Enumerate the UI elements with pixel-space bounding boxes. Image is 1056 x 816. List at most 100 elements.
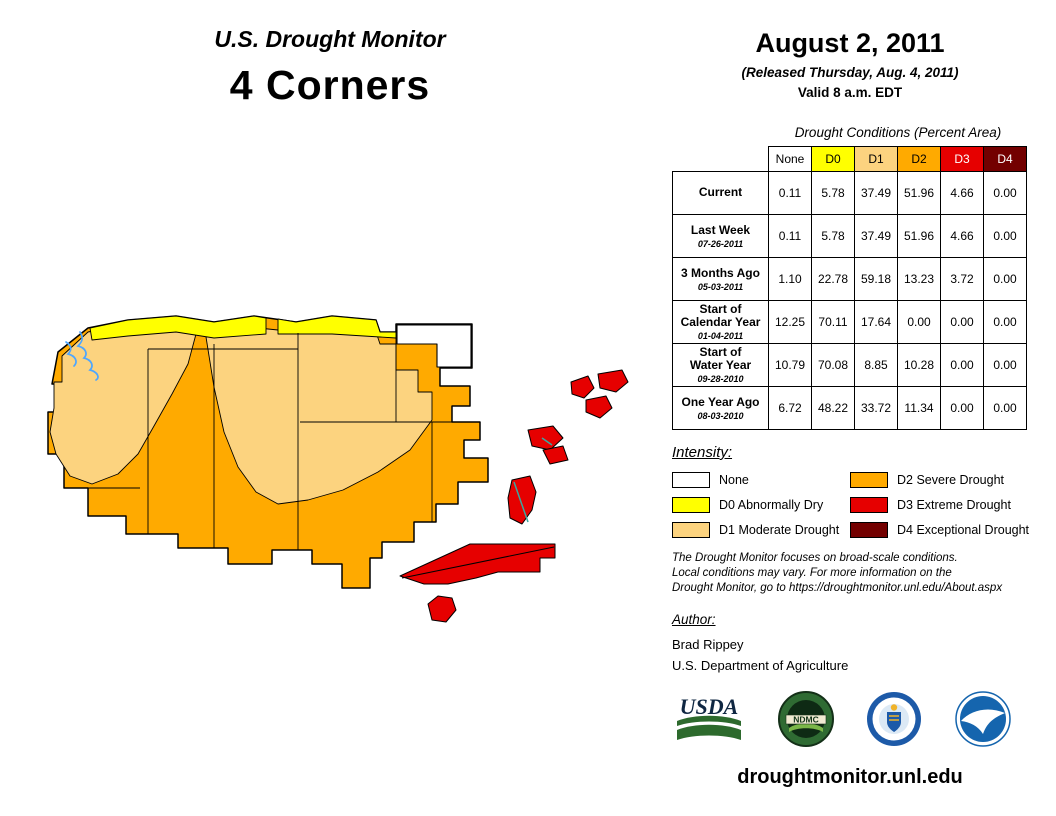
legend-item-d3: D3 Extreme Drought [850,497,1029,513]
river-lines [65,331,99,381]
value-cell: 0.00 [940,343,984,387]
stream-line-2 [541,437,553,446]
noaa-seagull [960,709,1005,734]
site-url: droughtmonitor.unl.edu [737,766,963,788]
swatch-d0 [672,497,710,513]
column-header-none: None [768,146,812,172]
value-cell: 4.66 [940,171,984,215]
author-organization: U.S. Department of Agriculture [672,658,849,673]
author-heading: Author: [672,612,716,627]
d3-patch-1 [527,425,564,451]
value-cell: 0.00 [940,300,984,344]
legend-column-left: None D0 Abnormally Dry D1 Moderate Droug… [672,472,850,538]
commerce-shield [887,712,902,732]
value-cell: 0.00 [940,386,984,430]
usda-logo: USDA [677,694,741,740]
value-cell: 13.23 [897,257,941,301]
legend-column-right: D2 Severe Drought D3 Extreme Drought D4 … [850,472,1029,538]
row-label: Start of Water Year 09-28-2010 [672,343,769,387]
table-row-start-calendar-year: Start of Calendar Year 01-04-2011 12.25 … [672,300,1027,344]
value-cell: 1.10 [768,257,812,301]
column-header-d4: D4 [983,146,1027,172]
map-regions-d3 [399,369,629,623]
value-cell: 0.00 [897,300,941,344]
swatch-d4 [850,522,888,538]
value-cell: 0.11 [768,214,812,258]
value-cell: 8.85 [854,343,898,387]
author-name: Brad Rippey [672,637,744,652]
table-header-row: None D0 D1 D2 D3 D4 [672,146,1027,172]
title-block: U.S. Drought Monitor 4 Corners [0,26,660,109]
value-cell: 70.11 [811,300,855,344]
d3-island-2 [597,369,629,393]
value-cell: 3.72 [940,257,984,301]
value-cell: 70.08 [811,343,855,387]
intensity-legend: Intensity: None D0 Abnormally Dry D1 Mod… [672,444,1044,538]
legend-item-d1: D1 Moderate Drought [672,522,850,538]
row-label: Start of Calendar Year 01-04-2011 [672,300,769,344]
valid-time: Valid 8 a.m. EDT [797,85,903,100]
row-label: One Year Ago 08-03-2010 [672,386,769,430]
legend-item-d0: D0 Abnormally Dry [672,497,850,513]
report-title: U.S. Drought Monitor [214,26,446,52]
value-cell: 37.49 [854,171,898,215]
value-cell: 4.66 [940,214,984,258]
value-cell: 10.79 [768,343,812,387]
usda-logo-text: USDA [680,694,739,719]
legend-title: Intensity: [672,444,733,461]
swatch-none [672,472,710,488]
usda-field [677,724,741,740]
value-cell: 51.96 [897,171,941,215]
value-cell: 37.49 [854,214,898,258]
column-header-d0: D0 [811,146,855,172]
value-cell: 48.22 [811,386,855,430]
legend-item-d2: D2 Severe Drought [850,472,1029,488]
commerce-shield-bars [889,715,900,721]
commerce-eagle [891,704,898,711]
river-line-1 [76,331,99,381]
legend-item-d4: D4 Exceptional Drought [850,522,1029,538]
d3-blob-south [427,595,457,623]
value-cell: 17.64 [854,300,898,344]
noaa-logo [955,691,1011,747]
map-region-d0-west [89,315,267,341]
disclaimer-line: The Drought Monitor focuses on broad-sca… [672,552,958,564]
map-region-d1-west [49,321,197,485]
table-row-start-water-year: Start of Water Year 09-28-2010 10.79 70.… [672,343,1027,387]
ndmc-landscape [788,723,823,732]
value-cell: 5.78 [811,214,855,258]
value-cell: 59.18 [854,257,898,301]
d3-island-3 [585,395,613,419]
report-date: August 2, 2011 [755,28,945,58]
d3-patch-2 [542,445,569,465]
value-cell: 0.00 [983,300,1027,344]
table-corner [672,146,769,172]
disclaimer-line: Local conditions may vary. For more info… [672,567,952,579]
map-region-none [396,324,472,368]
ndmc-logo: NDMC [777,691,834,747]
value-cell: 5.78 [811,171,855,215]
river-line-2 [65,341,77,367]
region-title: 4 Corners [229,62,431,108]
value-cell: 0.00 [983,343,1027,387]
value-cell: 51.96 [897,214,941,258]
value-cell: 6.72 [768,386,812,430]
d3-patch-3 [507,475,537,525]
drought-map [47,315,629,623]
d3-island-1 [570,375,595,399]
d3-strip-south [399,543,556,585]
disclaimer-line: Drought Monitor, go to https://droughtmo… [672,582,1003,594]
date-block: August 2, 2011 (Released Thursday, Aug. … [672,28,1028,100]
map-region-d0-east [277,315,397,339]
usda-swoosh [677,715,741,726]
drought-conditions-table: None D0 D1 D2 D3 D4 Current 0.11 5.78 37… [672,146,1027,430]
ndmc-logo-text: NDMC [793,715,819,725]
value-cell: 0.00 [983,171,1027,215]
swatch-d1 [672,522,710,538]
value-cell: 10.28 [897,343,941,387]
swatch-d3 [850,497,888,513]
logos-row: USDA NDMC [672,690,1012,748]
value-cell: 0.00 [983,386,1027,430]
row-label: 3 Months Ago 05-03-2011 [672,257,769,301]
